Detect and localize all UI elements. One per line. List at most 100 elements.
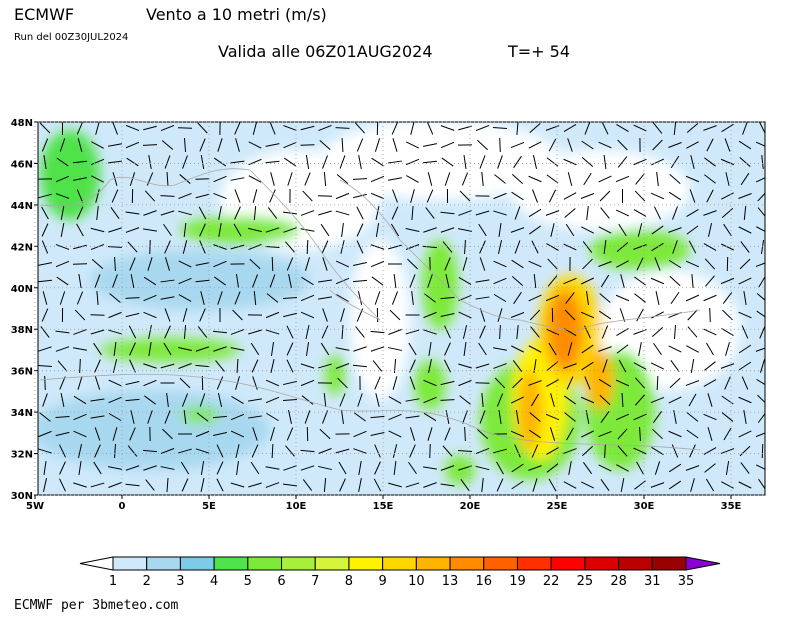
colorbar-box bbox=[382, 556, 417, 571]
wind-barb bbox=[756, 378, 765, 386]
wind-barb bbox=[270, 172, 275, 186]
wind-barb bbox=[511, 191, 524, 201]
wind-barb bbox=[352, 178, 368, 180]
wind-barb bbox=[181, 393, 189, 407]
wind-barb bbox=[392, 189, 398, 203]
wind-barb bbox=[615, 413, 630, 421]
wind-barb bbox=[195, 448, 210, 454]
wind-barb bbox=[113, 341, 117, 357]
wind-barb bbox=[269, 122, 276, 135]
wind-barb bbox=[300, 465, 315, 471]
wind-barb bbox=[305, 325, 310, 339]
wind-barb bbox=[548, 189, 557, 203]
wind-barb bbox=[286, 342, 294, 356]
wind-barb bbox=[600, 411, 610, 423]
wind-barb bbox=[529, 412, 541, 422]
wind-barb bbox=[265, 143, 280, 147]
wind-barb bbox=[44, 375, 46, 391]
wind-barb bbox=[356, 138, 364, 152]
wind-barb bbox=[703, 243, 717, 251]
wind-barb bbox=[218, 206, 222, 220]
wind-barb bbox=[335, 277, 350, 285]
wind-barb bbox=[650, 192, 665, 200]
lat-tick-label: 36N bbox=[11, 367, 33, 378]
wind-barb bbox=[428, 342, 432, 356]
wind-barb bbox=[183, 324, 187, 340]
wind-barb bbox=[582, 445, 593, 457]
wind-barb bbox=[564, 208, 576, 218]
wind-barb bbox=[738, 361, 752, 371]
wind-barb bbox=[233, 223, 242, 237]
wind-barb bbox=[341, 324, 344, 340]
wind-barb bbox=[514, 240, 521, 254]
wind-barb bbox=[724, 138, 731, 152]
wind-barb bbox=[405, 415, 420, 419]
wind-barb bbox=[533, 273, 537, 289]
wind-barb bbox=[545, 328, 560, 336]
wind-barb bbox=[336, 294, 349, 302]
wind-barb bbox=[265, 466, 280, 470]
wind-barb bbox=[464, 239, 466, 255]
wind-barb bbox=[636, 461, 644, 475]
wind-barb bbox=[720, 243, 735, 251]
wind-barb bbox=[621, 392, 624, 408]
wind-barb bbox=[90, 415, 105, 419]
wind-barb bbox=[705, 275, 715, 287]
wind-barb bbox=[668, 191, 682, 201]
wind-barb bbox=[530, 393, 540, 407]
model-name: ECMWF bbox=[14, 5, 74, 24]
wind-barb bbox=[269, 274, 276, 288]
wind-barb bbox=[38, 346, 52, 352]
wind-barb bbox=[531, 240, 539, 254]
wind-barb bbox=[638, 342, 642, 356]
wind-barb bbox=[77, 138, 83, 152]
wind-barb bbox=[512, 377, 523, 389]
wind-barb bbox=[441, 157, 454, 167]
wind-barb bbox=[516, 122, 519, 136]
wind-barb bbox=[181, 478, 189, 492]
wind-barb bbox=[598, 261, 612, 267]
wind-barb bbox=[230, 430, 245, 438]
wind-barb bbox=[56, 157, 69, 167]
wind-barb bbox=[633, 362, 647, 370]
wind-barb bbox=[703, 379, 717, 387]
wind-barb bbox=[322, 308, 328, 322]
wind-barb bbox=[230, 160, 245, 164]
wind-barb bbox=[670, 291, 680, 305]
wind-barb bbox=[652, 428, 663, 440]
colorbar-box bbox=[618, 556, 653, 571]
wind-barb bbox=[148, 342, 152, 356]
wind-barb bbox=[672, 206, 678, 220]
wind-barb bbox=[635, 173, 645, 185]
wind-barb bbox=[444, 325, 451, 339]
wind-barb bbox=[668, 345, 682, 353]
wind-barb bbox=[633, 158, 647, 166]
wind-barb bbox=[216, 461, 224, 475]
wind-barb bbox=[440, 465, 455, 471]
wind-barb bbox=[319, 140, 331, 150]
wind-barb bbox=[321, 240, 329, 254]
wind-barb bbox=[581, 430, 594, 438]
wind-barb bbox=[598, 430, 612, 438]
wind-barb bbox=[617, 428, 628, 440]
wind-barb bbox=[703, 447, 717, 455]
wind-barb bbox=[94, 376, 101, 390]
wind-barb bbox=[144, 395, 156, 405]
wind-barb bbox=[755, 141, 765, 147]
wind-barb bbox=[405, 158, 420, 166]
wind-barb bbox=[321, 325, 329, 339]
wind-barb bbox=[114, 443, 116, 459]
wind-barb bbox=[43, 461, 47, 475]
wind-barb bbox=[528, 175, 542, 183]
wind-barb bbox=[160, 363, 175, 369]
wind-barb bbox=[179, 377, 191, 389]
wind-barb bbox=[216, 376, 224, 390]
lat-tick-label: 44N bbox=[11, 201, 33, 212]
wind-barb bbox=[370, 192, 385, 200]
wind-barb bbox=[409, 427, 416, 441]
wind-barb bbox=[498, 410, 502, 424]
wind-barb bbox=[215, 360, 225, 372]
wind-barb bbox=[356, 223, 364, 237]
wind-barb bbox=[405, 398, 420, 402]
wind-barb bbox=[600, 274, 610, 288]
